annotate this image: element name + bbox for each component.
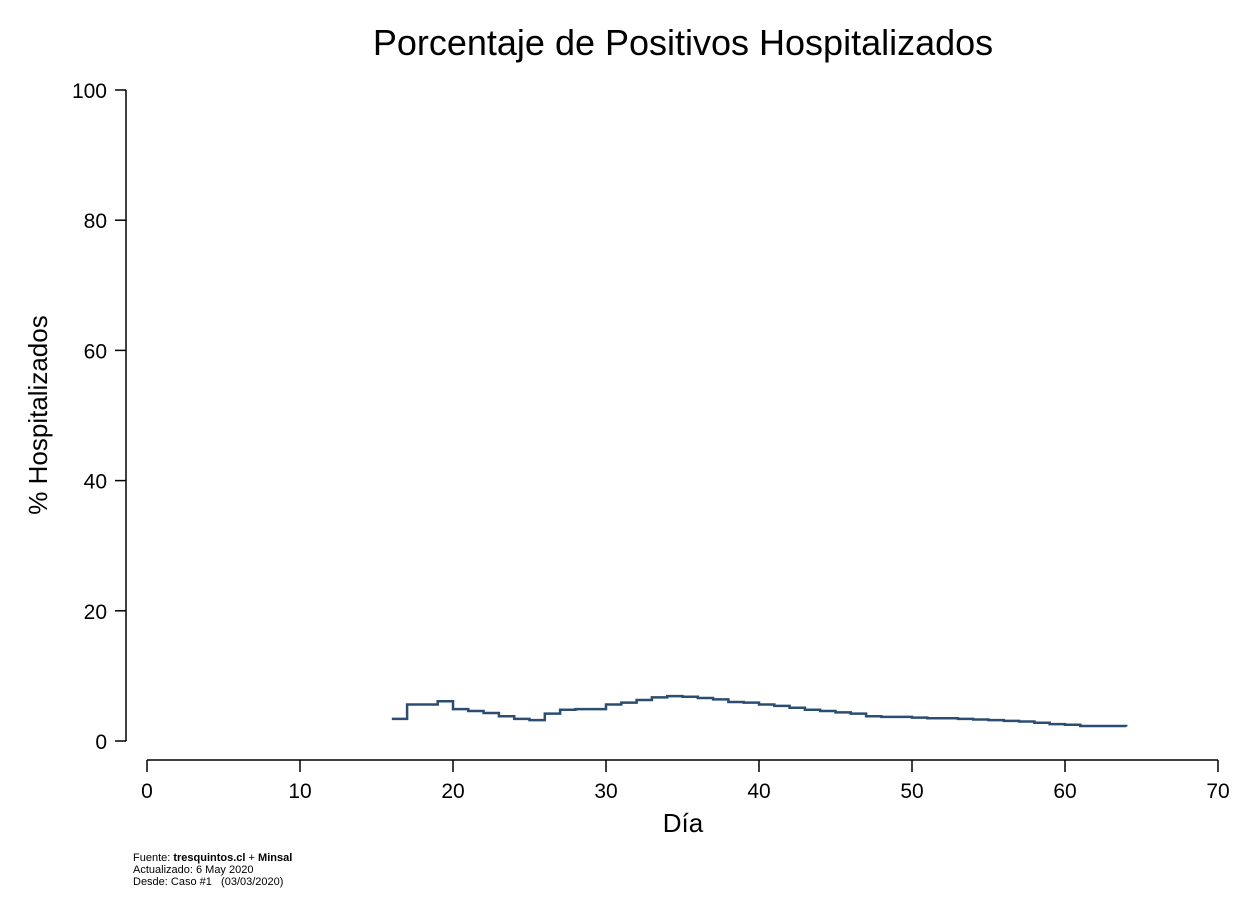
x-tick-label: 0	[141, 780, 153, 803]
source-tresquintos: tresquintos.cl	[173, 852, 246, 864]
x-tick-label: 50	[900, 780, 923, 803]
source-line: Fuente: tresquintos.cl + Minsal	[133, 852, 292, 864]
source-join: +	[245, 852, 259, 864]
x-axis-label: Día	[663, 808, 704, 838]
since-note: Desde: Caso #1 (03/03/2020)	[133, 876, 284, 888]
x-tick-label: 40	[747, 780, 770, 803]
source-prefix: Fuente:	[133, 852, 174, 864]
source-note: Fuente: tresquintos.cl + Minsal Actualiz…	[133, 852, 292, 888]
series-group	[391, 694, 1128, 728]
y-tick-label: 0	[95, 731, 107, 754]
updated-note: Actualizado: 6 May 2020	[133, 864, 254, 876]
x-tick-label: 10	[288, 780, 311, 803]
chart-title: Porcentaje de Positivos Hospitalizados	[373, 22, 993, 63]
x-tick-label: 60	[1053, 780, 1076, 803]
series-line	[391, 694, 1128, 728]
y-axis-ticks: 0 20 40 60 80 100	[72, 80, 126, 754]
x-tick-label: 30	[594, 780, 617, 803]
y-tick-label: 20	[84, 601, 107, 624]
y-tick-label: 80	[84, 210, 107, 233]
x-tick-label: 70	[1206, 780, 1229, 803]
x-axis-ticks: 0 10 20 30 40 50 60 70	[141, 760, 1230, 803]
y-tick-label: 40	[84, 471, 107, 494]
x-tick-label: 20	[441, 780, 464, 803]
y-tick-label: 100	[72, 80, 107, 103]
source-minsal: Minsal	[258, 852, 293, 864]
y-axis-label: % Hospitalizados	[23, 315, 53, 514]
y-tick-label: 60	[84, 340, 107, 363]
